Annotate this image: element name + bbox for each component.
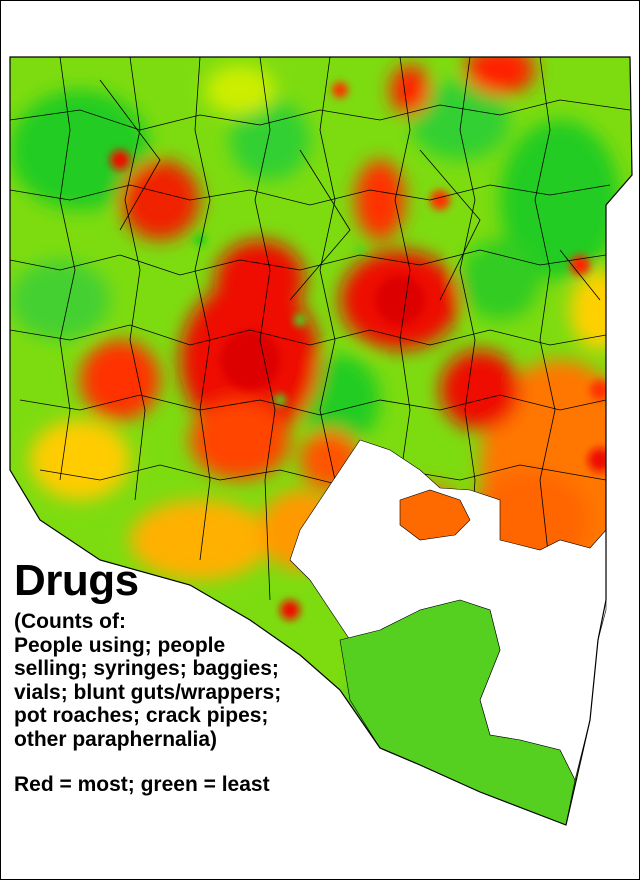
legend-description-line: selling; syringes; baggies; [14,657,279,680]
map-legend: Drugs (Counts of: People using; people s… [14,558,344,797]
legend-description: (Counts of: People using; people selling… [14,610,344,751]
legend-description-line: pot roaches; crack pipes; [14,704,269,727]
peninsula [399,489,471,541]
legend-color-key: Red = most; green = least [14,773,270,796]
legend-title: Drugs [14,556,139,605]
legend-description-line: (Counts of: [14,610,126,633]
legend-description-line: other paraphernalia) [14,727,218,751]
legend-description-line: vials; blunt guts/wrappers; [14,680,282,704]
city-boundary [9,56,633,826]
legend-description-line: People using; people [14,633,226,657]
